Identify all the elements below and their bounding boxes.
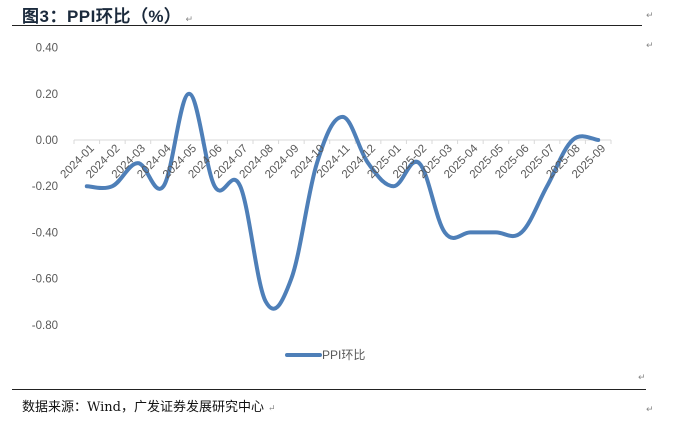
y-tick-label: -0.20 [32, 181, 58, 193]
series-line-ppi-mom [84, 91, 601, 311]
bottom-rule [12, 389, 646, 390]
paragraph-mark-icon: ↵ [638, 372, 646, 382]
y-tick-label: 0.20 [36, 89, 58, 101]
y-tick-label: -0.80 [32, 320, 58, 332]
y-tick-label: -0.60 [32, 274, 58, 286]
source-note: 数据来源：Wind，广发证券发展研究中心 ↵ [22, 396, 276, 415]
paragraph-mark-icon: ↵ [646, 40, 654, 50]
legend-label: PPI环比 [322, 348, 365, 362]
y-tick-label: 0.40 [36, 43, 58, 55]
source-text: 数据来源：Wind，广发证券发展研究中心 [22, 400, 264, 415]
paragraph-mark-icon: ↵ [646, 10, 654, 20]
paragraph-mark-icon: ↵ [268, 404, 276, 414]
paragraph-mark-icon: ↵ [646, 404, 654, 414]
y-tick-label: -0.40 [32, 227, 58, 239]
figure-title: 图3：PPI环比（%） ↵ [22, 2, 194, 27]
figure-title-text: 图3：PPI环比（%） [22, 7, 182, 26]
top-rule [12, 25, 642, 26]
y-tick-label: 0.00 [36, 135, 58, 147]
paragraph-mark-icon: ↵ [185, 14, 194, 24]
